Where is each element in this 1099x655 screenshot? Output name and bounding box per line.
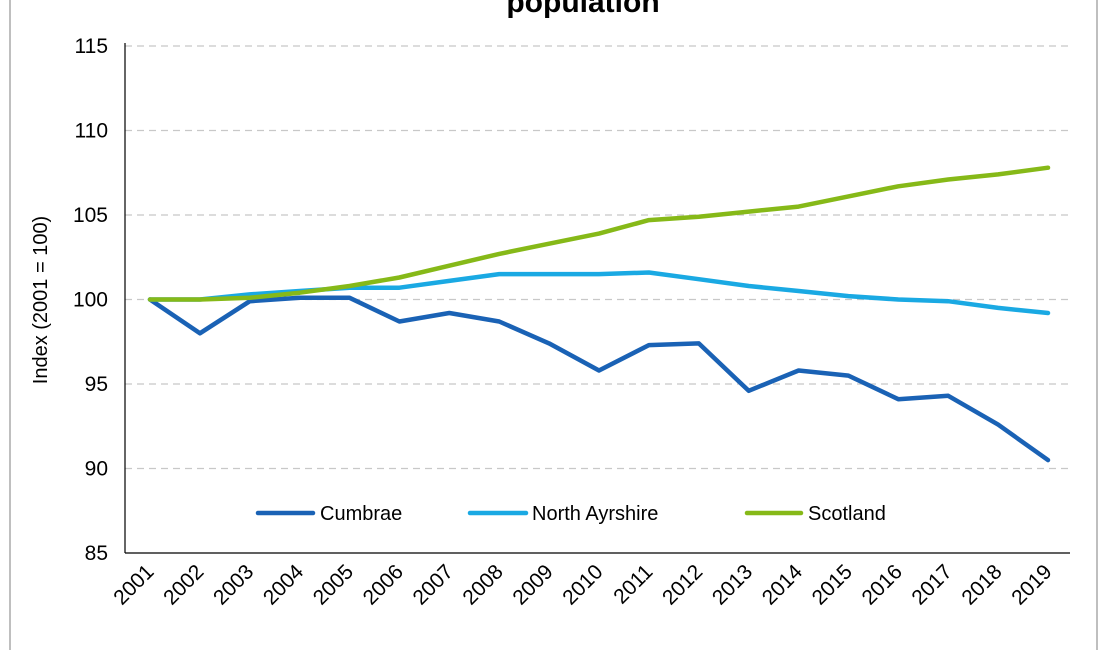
x-tick-label: 2006: [359, 560, 408, 609]
series-line-scotland: [147, 165, 1051, 302]
x-tick-label: 2005: [309, 560, 358, 609]
legend-label: Scotland: [808, 503, 886, 525]
chart-title: population: [506, 0, 659, 19]
y-tick-label: 85: [85, 542, 108, 565]
series-lines: [147, 165, 1051, 463]
y-axis-title: Index (2001 = 100): [30, 216, 52, 384]
x-tick-label: 2015: [808, 560, 857, 609]
y-tick-labels: 85 90 95 100 105 110 115: [73, 35, 108, 565]
x-tick-label: 2019: [1007, 560, 1056, 609]
x-tick-label: 2002: [159, 560, 208, 609]
y-tick-label: 105: [73, 204, 108, 227]
x-tick-label: 2018: [957, 560, 1006, 609]
legend: Cumbrae North Ayrshire Scotland: [255, 503, 886, 525]
x-tick-label: 2014: [758, 560, 808, 610]
x-tick-labels: 2001 2002 2003 2004 2005 2006 2007 2008 2009 2010…: [109, 560, 1056, 610]
x-tick-label: 2013: [708, 560, 757, 609]
axes: [124, 43, 1070, 554]
x-tick-label: 2001: [109, 560, 158, 609]
x-tick-label: 2009: [508, 560, 557, 609]
x-tick-label: 2016: [858, 560, 907, 609]
legend-label: Cumbrae: [320, 503, 402, 525]
y-tick-label: 110: [75, 120, 108, 143]
gridlines: [125, 45, 1070, 470]
y-tick-label: 100: [73, 289, 108, 312]
legend-label: North Ayrshire: [532, 503, 658, 525]
x-tick-label: 2011: [609, 560, 657, 608]
x-tick-label: 2004: [259, 560, 309, 610]
x-tick-label: 2010: [558, 560, 607, 609]
x-tick-label: 2017: [907, 560, 956, 609]
y-tick-label: 95: [85, 373, 108, 396]
y-tick-label: 115: [75, 35, 108, 58]
x-tick-label: 2012: [658, 560, 707, 609]
x-tick-label: 2003: [209, 560, 258, 609]
x-tick-label: 2007: [409, 560, 458, 609]
y-tick-label: 90: [85, 458, 108, 481]
series-line-cumbrae: [147, 295, 1051, 463]
x-tick-label: 2008: [458, 560, 507, 609]
